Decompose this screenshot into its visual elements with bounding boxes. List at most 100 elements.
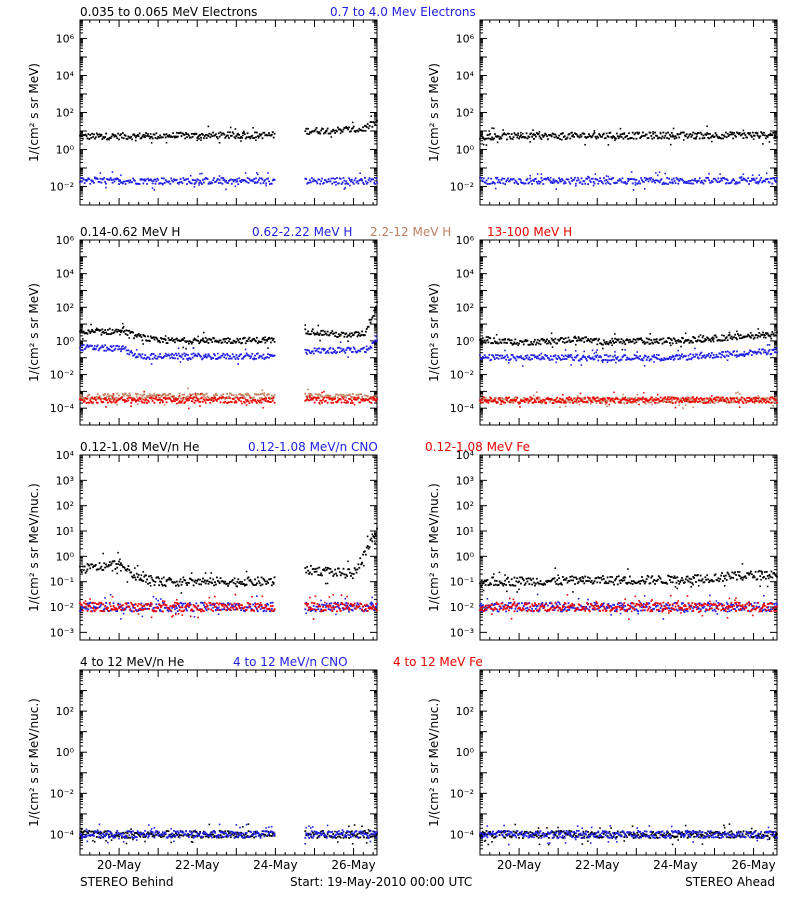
data-point — [161, 357, 164, 359]
data-point — [130, 350, 133, 352]
data-point — [628, 132, 630, 135]
data-point — [245, 352, 248, 355]
data-point — [157, 399, 160, 402]
data-point-scatter — [605, 175, 608, 177]
data-point — [118, 345, 121, 348]
data-point — [519, 339, 521, 342]
data-point — [305, 399, 308, 401]
data-point-scatter — [196, 399, 199, 402]
data-point-scatter — [128, 337, 131, 339]
data-point — [559, 397, 561, 400]
data-point — [81, 331, 84, 334]
data-point — [635, 341, 638, 344]
data-point — [208, 398, 211, 401]
data-point — [642, 131, 644, 134]
data-point — [221, 132, 224, 135]
data-point — [149, 354, 152, 357]
data-point — [721, 179, 723, 182]
data-point — [113, 349, 116, 351]
data-point-scatter — [574, 350, 577, 352]
data-point — [747, 353, 750, 356]
data-point — [188, 342, 190, 345]
data-point — [255, 177, 257, 180]
data-point — [545, 401, 548, 404]
data-point-scatter — [642, 391, 645, 394]
data-point — [100, 400, 103, 403]
data-point — [575, 339, 578, 342]
data-point — [245, 180, 248, 183]
data-point — [571, 399, 574, 402]
data-point — [187, 397, 189, 400]
data-point — [158, 136, 161, 139]
data-point — [712, 353, 715, 356]
data-point — [347, 334, 350, 337]
data-point — [239, 353, 242, 356]
data-point — [501, 177, 504, 180]
data-point — [104, 136, 107, 138]
data-point — [542, 183, 545, 185]
data-point — [215, 400, 218, 402]
data-point — [641, 135, 643, 137]
data-point — [123, 398, 126, 401]
data-point — [772, 132, 775, 134]
data-point-scatter — [120, 174, 122, 177]
data-point — [612, 135, 615, 138]
data-point — [508, 339, 511, 342]
data-point — [682, 131, 685, 134]
data-point — [550, 358, 553, 361]
data-point-scatter — [161, 183, 164, 186]
data-point — [541, 401, 544, 403]
data-point — [193, 338, 196, 341]
data-point — [212, 179, 215, 182]
data-point-scatter — [130, 405, 132, 407]
series-electrons-ahead-0 — [479, 125, 778, 146]
data-point — [587, 183, 589, 186]
data-point — [557, 400, 560, 403]
data-point — [319, 393, 322, 396]
data-point — [629, 178, 632, 180]
data-point — [752, 351, 755, 354]
data-point — [232, 398, 235, 401]
data-point — [619, 179, 622, 182]
data-point — [708, 352, 710, 355]
data-point — [373, 181, 376, 184]
data-point — [538, 396, 541, 399]
data-point — [613, 181, 615, 184]
data-point — [266, 394, 269, 397]
data-point — [244, 137, 247, 140]
data-point-scatter — [268, 401, 270, 403]
data-point — [539, 401, 542, 404]
data-point — [479, 137, 481, 140]
data-point — [493, 133, 496, 135]
data-point — [132, 398, 134, 400]
data-point — [555, 179, 558, 182]
data-point — [746, 180, 749, 183]
data-point — [228, 179, 231, 182]
data-point — [354, 177, 357, 180]
data-point — [754, 181, 757, 184]
data-point — [270, 397, 273, 400]
data-point — [560, 133, 562, 135]
data-point — [494, 354, 497, 356]
data-point — [350, 351, 353, 353]
data-point — [266, 177, 269, 180]
data-point — [568, 396, 571, 399]
data-point — [542, 339, 545, 342]
data-point — [366, 399, 369, 402]
data-point — [208, 181, 211, 184]
data-point — [212, 337, 215, 339]
data-point — [722, 400, 724, 403]
data-point — [761, 132, 764, 135]
data-point — [107, 393, 109, 395]
data-point — [565, 358, 568, 360]
data-point — [359, 179, 362, 181]
data-point — [326, 330, 329, 333]
data-point — [631, 340, 634, 343]
data-point — [352, 398, 355, 401]
data-point-scatter — [536, 173, 539, 175]
data-point — [237, 358, 240, 360]
data-point — [152, 180, 155, 183]
data-point — [626, 182, 629, 185]
data-point — [340, 401, 343, 404]
data-point — [185, 398, 188, 401]
